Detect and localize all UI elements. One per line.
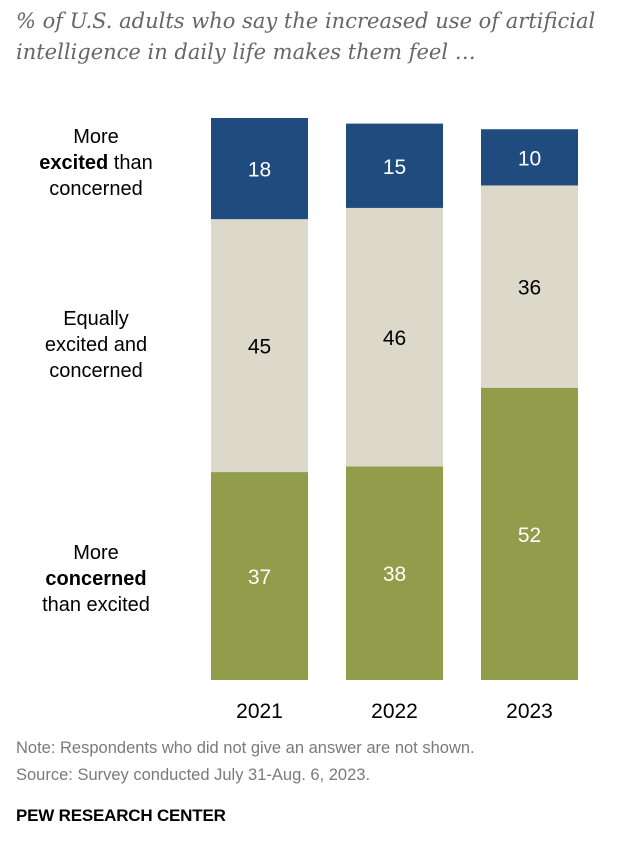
bar-segment-2022-excited xyxy=(346,123,443,208)
row-label-excited: More excited than concerned xyxy=(8,124,184,202)
bar-segment-2022-concerned xyxy=(346,466,443,680)
row-label-concerned-bold: concerned xyxy=(45,568,147,590)
data-label-2021-equal: 45 xyxy=(248,336,271,359)
row-label-concerned-line2: concerned xyxy=(8,566,184,592)
row-label-equal-line3: concerned xyxy=(49,360,143,382)
bar-segment-2022-equal xyxy=(346,207,443,467)
bar-segment-2021-equal xyxy=(211,219,308,473)
bar-segment-2021-excited xyxy=(211,118,308,220)
data-label-2023-excited: 10 xyxy=(518,147,541,170)
row-label-equal-line2: excited and xyxy=(44,334,148,356)
bar-segment-2023-excited xyxy=(481,129,578,186)
data-label-2022-excited: 15 xyxy=(383,156,406,179)
data-label-2022-equal: 46 xyxy=(383,327,406,350)
row-label-excited-after: than xyxy=(108,152,153,174)
row-label-excited-bold: excited xyxy=(39,152,109,174)
row-label-concerned-line3: than excited xyxy=(42,594,150,616)
row-label-excited-line3: concerned xyxy=(49,178,143,200)
data-label-2023-equal: 36 xyxy=(518,277,541,300)
row-label-concerned: More concerned than excited xyxy=(8,540,184,618)
source-text: Source: Survey conducted July 31-Aug. 6,… xyxy=(16,766,371,784)
x-tick-label-2023: 2023 xyxy=(506,700,553,723)
bar-segment-2023-concerned xyxy=(481,387,578,680)
row-label-equal: Equally excited and concerned xyxy=(8,306,184,384)
row-label-excited-line1: More xyxy=(73,126,119,148)
row-label-excited-line2: excited than xyxy=(8,150,184,176)
x-tick-label-2022: 2022 xyxy=(371,700,418,723)
data-label-2021-concerned: 37 xyxy=(248,566,271,589)
chart-subtitle: % of U.S. adults who say the increased u… xyxy=(16,9,596,64)
data-label-2022-concerned: 38 xyxy=(383,563,406,586)
data-label-2021-excited: 18 xyxy=(248,159,271,182)
bar-segment-2023-equal xyxy=(481,185,578,388)
bar-segment-2021-concerned xyxy=(211,472,308,680)
brand-logo-text: PEW RESEARCH CENTER xyxy=(16,806,226,825)
row-label-equal-line1: Equally xyxy=(63,308,129,330)
note-text: Note: Respondents who did not give an an… xyxy=(16,739,475,757)
data-label-2023-concerned: 52 xyxy=(518,524,541,547)
x-tick-label-2021: 2021 xyxy=(236,700,283,723)
row-label-concerned-line1: More xyxy=(73,542,119,564)
